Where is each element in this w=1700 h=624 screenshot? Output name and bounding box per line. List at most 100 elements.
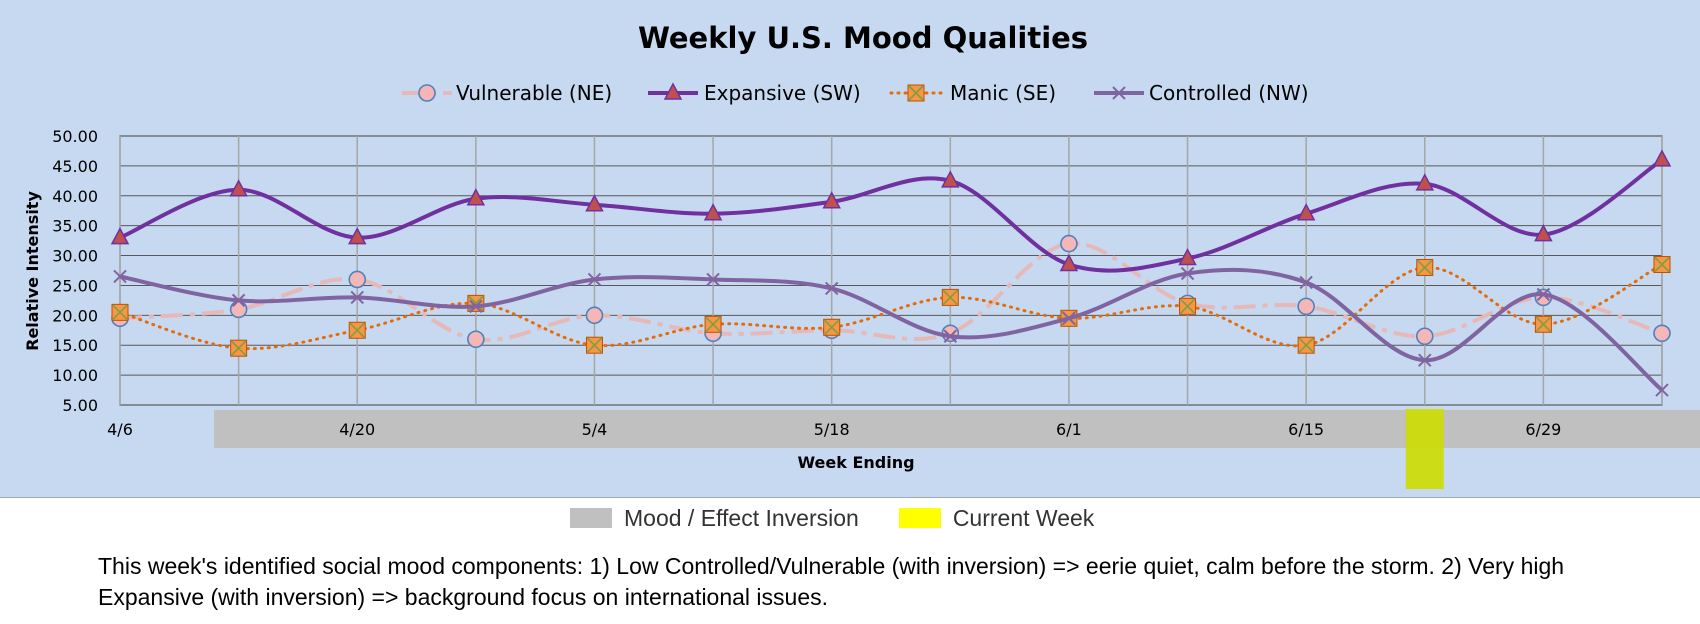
data-point xyxy=(941,324,960,343)
y-tick-label: 20.00 xyxy=(52,306,98,325)
data-point xyxy=(1060,234,1078,253)
data-point xyxy=(1653,324,1671,343)
legend-label: Manic (SE) xyxy=(950,81,1056,105)
data-point xyxy=(1299,275,1313,290)
data-point xyxy=(1653,256,1671,274)
data-point xyxy=(467,294,485,312)
x-tick-label: 6/1 xyxy=(1056,420,1082,439)
series-legend: Vulnerable (NE) Expansive (SW) Manic (SE) C… xyxy=(402,81,1309,105)
data-point xyxy=(1534,224,1553,242)
data-point xyxy=(231,293,246,308)
series-line xyxy=(118,263,1664,351)
chart-panel: Weekly U.S. Mood Qualities Vulnerable (N… xyxy=(0,0,1700,498)
data-point xyxy=(229,179,248,197)
legend-label: Expansive (SW) xyxy=(704,81,861,105)
data-point xyxy=(469,299,483,314)
y-tick-label: 45.00 xyxy=(52,157,98,176)
data-point xyxy=(823,318,841,336)
legend-marker xyxy=(907,84,925,102)
square-x-cross xyxy=(1654,256,1670,273)
y-tick-label: 40.00 xyxy=(52,187,98,206)
y-axis-label: Relative Intensity xyxy=(23,191,42,351)
data-point xyxy=(1415,327,1434,346)
y-tick-label: 10.00 xyxy=(52,366,98,385)
data-point xyxy=(113,269,127,284)
series-0 xyxy=(111,234,1671,349)
legend-label: Controlled (NW) xyxy=(1149,81,1309,105)
x-tick-label: 4/6 xyxy=(107,420,133,439)
square-x-cross xyxy=(908,85,924,101)
chart-svg: Weekly U.S. Mood Qualities Vulnerable (N… xyxy=(23,21,1700,489)
data-point xyxy=(587,272,602,287)
data-point xyxy=(110,227,130,245)
legend-marker xyxy=(418,84,436,102)
square-x-cross xyxy=(349,322,365,338)
square-x-cross xyxy=(1179,298,1196,314)
square-x-cross xyxy=(1298,337,1314,353)
data-point xyxy=(1178,247,1197,266)
legend-item-0: Vulnerable (NE) xyxy=(402,81,612,105)
data-point xyxy=(585,336,603,354)
y-tick-labels: 50.00 45.00 40.00 35.00 30.00 25.00 20.00 15.00… xyxy=(52,127,98,415)
inversion-legend-label: Mood / Effect Inversion xyxy=(624,504,859,531)
data-point xyxy=(1062,311,1076,326)
y-tick-label: 5.00 xyxy=(62,396,98,415)
data-point xyxy=(348,321,366,339)
data-point xyxy=(350,290,364,305)
y-tick-label: 35.00 xyxy=(52,217,98,236)
legend-marker xyxy=(663,82,683,100)
series-1 xyxy=(110,149,1672,273)
legend-item-1: Expansive (SW) xyxy=(648,81,861,105)
data-point xyxy=(1297,336,1315,354)
legend-item-3: Controlled (NW) xyxy=(1094,81,1309,105)
data-point xyxy=(704,315,722,333)
inversion-legend-item: Mood / Effect Inversion xyxy=(570,505,859,532)
x-tick-label: 5/18 xyxy=(814,420,850,439)
x-tick-label: 6/29 xyxy=(1525,420,1561,439)
data-point xyxy=(1179,297,1197,315)
data-point xyxy=(467,330,485,349)
square-x-cross xyxy=(231,340,247,356)
series-line xyxy=(119,158,1664,273)
data-point xyxy=(822,191,841,209)
square-x-cross xyxy=(112,304,128,320)
data-point xyxy=(1534,315,1552,333)
data-point xyxy=(1418,353,1432,367)
current-week-swatch xyxy=(898,508,941,528)
square-x-cross xyxy=(1417,259,1433,276)
chart-title: Weekly U.S. Mood Qualities xyxy=(638,21,1088,55)
mood-note: This week's identified social mood compo… xyxy=(98,553,1565,610)
data-point xyxy=(943,329,958,343)
bottom-legend: Mood / Effect Inversion Current Week xyxy=(570,503,1134,533)
data-point xyxy=(1416,259,1434,277)
inversion-swatch xyxy=(570,508,612,528)
legend-label: Vulnerable (NE) xyxy=(456,81,612,105)
data-point xyxy=(1652,149,1672,167)
data-point xyxy=(466,188,486,206)
series-2 xyxy=(111,256,1671,357)
square-x-cross xyxy=(586,337,603,353)
data-point xyxy=(585,306,604,325)
y-tick-label: 30.00 xyxy=(52,247,98,266)
y-tick-label: 50.00 xyxy=(52,127,98,146)
series-3 xyxy=(113,266,1669,397)
data-point xyxy=(348,270,367,289)
x-tick-labels: 4/6 4/20 5/4 5/18 6/1 6/15 6/29 xyxy=(107,420,1561,439)
shaded-bands xyxy=(214,409,1700,489)
square-x-cross xyxy=(705,316,721,332)
inversion-band xyxy=(214,410,1700,448)
legend-item-2: Manic (SE) xyxy=(889,81,1056,105)
data-series xyxy=(110,149,1672,397)
data-point xyxy=(703,203,723,221)
data-point xyxy=(1536,287,1551,302)
square-x-cross xyxy=(1535,316,1551,332)
x-tick-label: 5/4 xyxy=(582,420,608,439)
data-point xyxy=(111,303,129,321)
data-point xyxy=(941,288,959,306)
data-point xyxy=(1655,383,1669,397)
data-point xyxy=(824,281,839,296)
data-point xyxy=(229,300,248,319)
y-tick-label: 25.00 xyxy=(52,276,98,295)
x-axis-label: Week Ending xyxy=(797,453,914,472)
series-line xyxy=(119,241,1663,343)
